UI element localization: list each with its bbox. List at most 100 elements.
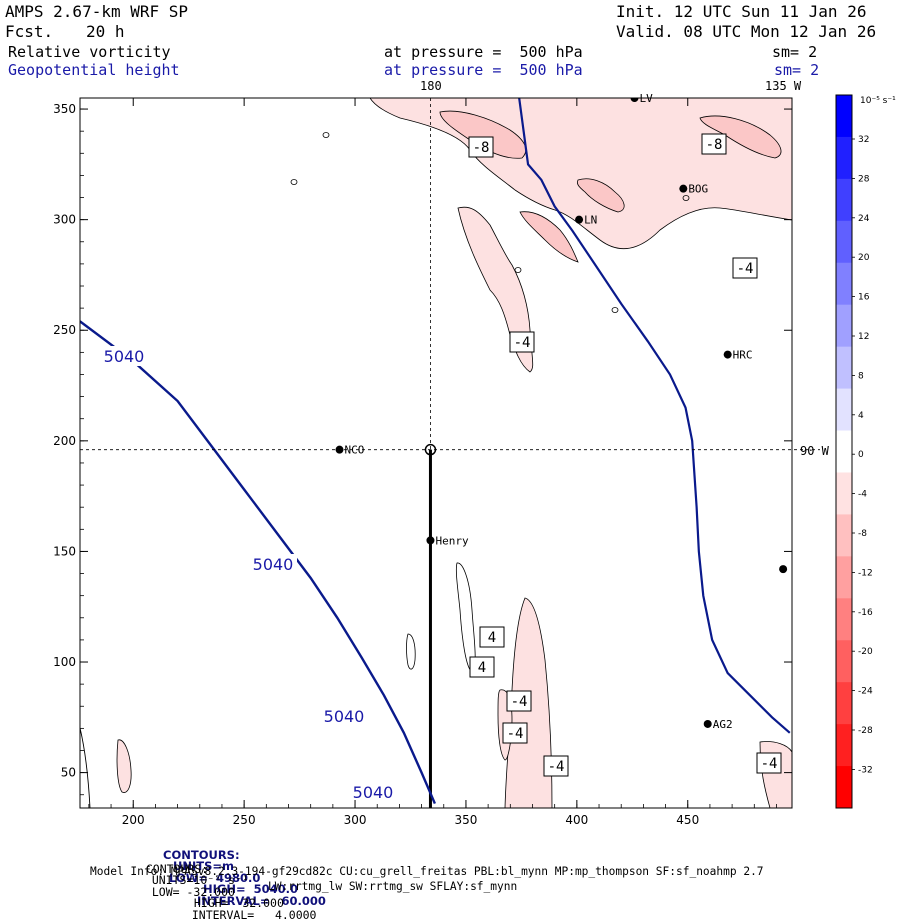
colorbar-tick-label: -28 [858,726,873,736]
y-tick-label: 50 [61,766,76,780]
lon-label-135w: 135 W [765,79,802,93]
colorbar-tick-label: 4 [858,411,864,421]
vort-contours-low: LOW= -32.000 [151,884,235,899]
height-label-bg-0 [100,346,148,366]
y-tick-label: 100 [53,655,76,669]
colorbar-segment [836,95,852,138]
colorbar-tick-label: 16 [858,293,870,303]
colorbar-tick-label: 24 [858,214,870,224]
colorbar-segment [836,136,852,180]
station-label: BOG [688,183,708,196]
station-label: NCO [345,444,365,457]
height-label-bg-2 [320,706,368,726]
coastline [518,98,791,734]
station-label: Henry [435,534,468,547]
field2-smoothing: sm= 2 [774,61,820,79]
colorbar-segment [836,346,852,390]
vorticity-label: -8 [473,140,490,156]
height-contour-5040 [80,320,436,805]
plot-area: 5040 5040 5040 5040 [80,98,792,808]
vorticity-label: 4 [478,660,486,676]
field2-pressure: at pressure = 500 hPa [384,61,583,79]
vort-contours-label: CONTOURS: [145,861,209,876]
small-contour-1 [290,179,298,185]
lon-label-180: 180 [420,79,442,93]
colorbar-tick-label: 8 [858,371,864,381]
vorticity-label-box-2 [732,257,758,279]
x-tick-label: 300 [344,813,367,827]
model-title: AMPS 2.67-km WRF SP [5,2,189,21]
vorticity-label: -4 [737,261,754,277]
height-contour-label: 5040 [324,707,365,726]
forecast-label: Fcst. [5,22,54,41]
vorticity-region-4 [699,115,782,159]
colorbar-frame [835,94,853,809]
vorticity-region-9 [116,739,132,793]
x-tick-label: 250 [233,813,256,827]
colorbar-tick-label: -16 [858,608,873,618]
vort-contours-units: UNITS=10⁻⁵ s⁻¹ [151,873,249,887]
colorbar-tick-label: -24 [858,687,873,697]
height-contours-units: UNITS=m [173,859,235,873]
forecast-hours: 20 h [86,22,125,41]
height-contours-low: LOW= 4980.0 [169,870,261,885]
height-contour-label: 5040 [353,783,394,802]
height-label-bg-3 [349,782,397,802]
colorbar-segment [836,766,852,809]
colorbar-segment [836,682,852,725]
left-edge-contour [80,727,91,808]
colorbar-segment [836,556,852,599]
y-tick-label: 200 [53,434,76,448]
valid-time: Valid. 08 UTC Mon 12 Jan 26 [616,22,877,41]
y-tick-label: 150 [53,544,76,558]
colorbar-tick-label: -32 [858,765,873,775]
field1-smoothing: sm= 2 [772,43,818,61]
height-contour-label: 5040 [104,347,145,366]
colorbar-tick-label: -4 [858,490,867,500]
x-tick-label: 400 [565,813,588,827]
vorticity-label: -4 [548,759,565,775]
colorbar-segment [836,388,852,432]
y-tick-label: 250 [53,323,76,337]
init-time: Init. 12 UTC Sun 11 Jan 26 [616,2,867,21]
colorbar-segment [836,598,852,641]
colorbar-unit-label: 10⁻⁵ s⁻¹ [860,96,896,106]
vorticity-region-3 [439,110,527,159]
height-contours-high: HIGH= 5040.0 [203,882,299,896]
plot-frame [79,97,793,809]
vorticity-label: -4 [507,726,524,742]
footer-model-info: Model Info: MPASv8.2.3-194-gf29cd82c CU:… [90,865,764,878]
footer-physics-info: LW:rrtmg_lw SW:rrtmg_sw SFLAY:sf_mynn [268,880,518,893]
station-marker [779,565,788,574]
colorbar-segment [836,430,852,473]
small-contour-4 [514,267,522,273]
field2-name: Geopotential height [8,61,180,79]
station-marker [679,184,688,193]
colorbar-tick-label: -20 [858,647,873,657]
lat-label-90w: 90 W [800,444,829,458]
vorticity-label-box-4 [479,626,505,648]
colorbar-segment [836,262,852,306]
small-contour-2 [611,307,619,313]
small-contour-0 [322,132,330,138]
vorticity-chart: 5040 5040 5040 5040 -8 -8 -4 -4 4 4 -4 -4 -4 -4 NCO Hen… [53,92,896,827]
colorbar-segment [836,514,852,557]
vorticity-label-box-9 [756,752,782,774]
colorbar-segment [836,724,852,767]
vorticity-label-box-7 [502,722,528,744]
colorbar-tick-label: 32 [858,135,869,145]
station-marker [703,719,712,728]
vorticity-label-box-3 [509,331,535,353]
station-label: HRC [733,349,753,362]
height-contours-label: CONTOURS: [163,847,240,862]
colorbar-segment [836,640,852,683]
colorbar-tick-label: -8 [858,529,867,539]
vorticity-label-box-6 [506,690,532,712]
vorticity-label: -4 [761,756,778,772]
vorticity-region-5 [577,178,625,213]
vorticity-label: -4 [511,694,528,710]
field1-name: Relative vorticity [8,43,171,61]
colorbar-tick-label: 0 [858,450,864,460]
height-contour-label: 5040 [253,555,294,574]
vorticity-region-0 [457,206,534,373]
